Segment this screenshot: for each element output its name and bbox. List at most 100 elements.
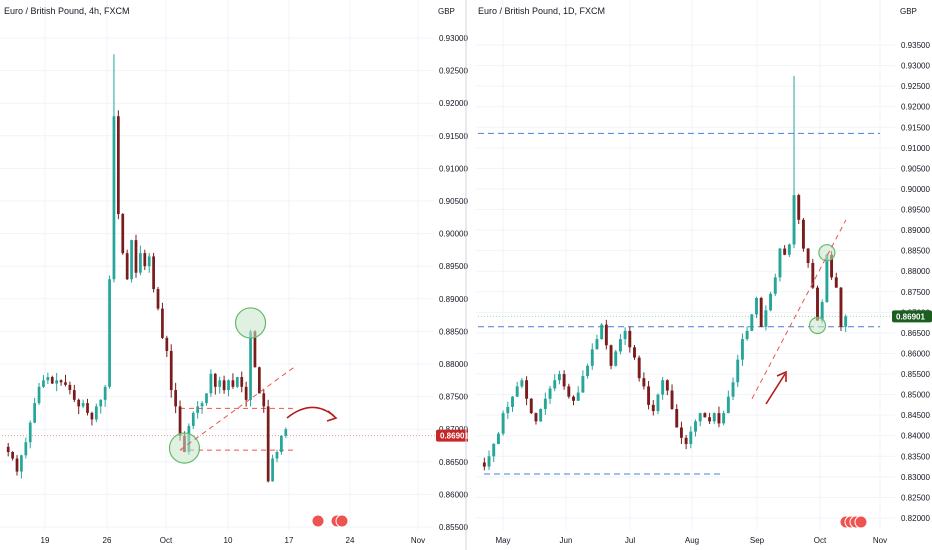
candle-body: [90, 412, 94, 420]
left-price-axis[interactable]: GBP 0.93000 0.92500 0.92000 0.91500 0.91000 0…: [438, 7, 468, 532]
candle-body: [623, 330, 627, 340]
right-plot-area[interactable]: [468, 0, 888, 530]
price-tick-label: 0.85500: [439, 523, 468, 532]
left-time-axis[interactable]: 19 26 Oct 10 17 24 Nov: [41, 536, 426, 545]
candle-body: [147, 256, 151, 267]
candle-body: [567, 386, 571, 397]
candle-body: [694, 421, 697, 432]
price-tick-label: 0.90500: [439, 197, 468, 206]
candle-body: [722, 413, 726, 424]
time-tick-label: Nov: [873, 536, 887, 545]
flag-icon[interactable]: [335, 514, 349, 528]
flag-icon[interactable]: [311, 514, 325, 528]
price-tick-label: 0.85500: [901, 370, 930, 379]
price-tick-label: 0.91500: [439, 132, 468, 141]
candle-body: [825, 254, 829, 303]
candle-body: [834, 277, 838, 288]
candle-body: [642, 378, 646, 387]
candle-body: [99, 399, 103, 407]
candle-body: [708, 417, 712, 422]
candle-body: [628, 330, 632, 348]
price-tick-label: 0.90000: [439, 230, 468, 239]
candle-body: [679, 427, 683, 438]
right-time-axis[interactable]: May Jun Jul Aug Sep Oct Nov: [495, 536, 887, 545]
candle-body: [590, 349, 594, 366]
left-currency-label: GBP: [438, 7, 455, 16]
candle-body: [684, 437, 688, 444]
candle-body: [525, 380, 529, 399]
price-tick-label: 0.82000: [901, 514, 930, 523]
left-chart-title: Euro / British Pound, 4h, FXCM: [4, 6, 130, 16]
candle-body: [557, 374, 561, 381]
left-chart-panel[interactable]: Euro / British Pound, 4h, FXCM GBP 0.930…: [0, 0, 476, 545]
price-tick-label: 0.83000: [901, 473, 930, 482]
right-current-price-badge: 0.86901: [892, 310, 932, 323]
price-tick-label: 0.86000: [439, 490, 468, 499]
candle-body: [253, 331, 257, 368]
price-tick-label: 0.88000: [439, 360, 468, 369]
candle-body: [266, 406, 270, 482]
candle-body: [801, 219, 805, 249]
time-tick-label: Aug: [685, 536, 699, 545]
time-tick-label: Oct: [160, 536, 173, 545]
candle-body: [108, 279, 111, 387]
candle-body: [609, 345, 613, 366]
candle-body: [20, 455, 23, 472]
candle-body: [820, 302, 824, 321]
right-chart-panel[interactable]: Euro / British Pound, 1D, FXCM GBP 0.935…: [468, 0, 932, 545]
price-tick-label: 0.89500: [439, 262, 468, 271]
candle-body: [712, 413, 716, 422]
candle-body: [227, 380, 230, 391]
candle-body: [178, 406, 182, 436]
candle-body: [576, 392, 580, 401]
highlight-circle: [808, 316, 827, 335]
candle-body: [11, 452, 14, 459]
candle-body: [647, 386, 651, 405]
candle-body: [165, 337, 169, 351]
candle-body: [143, 253, 147, 267]
forecast-arrow: [765, 373, 786, 405]
time-tick-label: 24: [346, 536, 355, 545]
price-tick-label: 0.89500: [901, 206, 930, 215]
candle-body: [81, 403, 85, 407]
highlight-circle: [234, 307, 267, 339]
candle-body: [125, 253, 129, 280]
right-price-axis[interactable]: GBP 0.93500 0.93000 0.92500 0.92000 0.91500 0…: [900, 7, 930, 523]
price-tick-label: 0.92500: [901, 82, 930, 91]
candle-body: [595, 339, 599, 350]
candle-body: [152, 256, 155, 290]
left-grid: [0, 0, 433, 530]
highlight-circle: [168, 432, 201, 464]
candle-body: [736, 359, 740, 383]
price-tick-label: 0.93500: [901, 41, 930, 50]
arrow-head-icon: [326, 410, 338, 422]
candle-body: [769, 293, 773, 311]
price-tick-label: 0.86500: [901, 329, 930, 338]
candle-body: [244, 386, 248, 400]
candle-body: [698, 413, 702, 422]
candle-body: [581, 376, 585, 393]
candle-body: [213, 373, 217, 387]
candle-body: [209, 373, 213, 394]
candle-body: [257, 367, 261, 394]
candle-body: [783, 248, 787, 255]
candle-body: [703, 413, 707, 418]
price-tick-label: 0.91000: [439, 164, 468, 173]
price-tick-label: 0.84500: [901, 411, 930, 420]
candle-body: [55, 380, 59, 384]
flag-icon[interactable]: [854, 515, 868, 529]
candle-body: [651, 404, 655, 412]
left-event-icons[interactable]: [311, 514, 349, 528]
candle-body: [553, 380, 557, 389]
left-current-price: 0.86901: [440, 432, 469, 441]
candle-body: [511, 396, 514, 407]
right-event-icons[interactable]: [839, 515, 868, 529]
left-plot-area[interactable]: [0, 0, 434, 530]
candle-body: [271, 458, 274, 482]
price-tick-label: 0.87500: [439, 393, 468, 402]
price-tick-label: 0.91000: [901, 144, 930, 153]
candle-body: [670, 390, 674, 410]
price-tick-label: 0.84000: [901, 432, 930, 441]
time-tick-label: May: [495, 536, 510, 545]
candle-body: [586, 365, 590, 377]
